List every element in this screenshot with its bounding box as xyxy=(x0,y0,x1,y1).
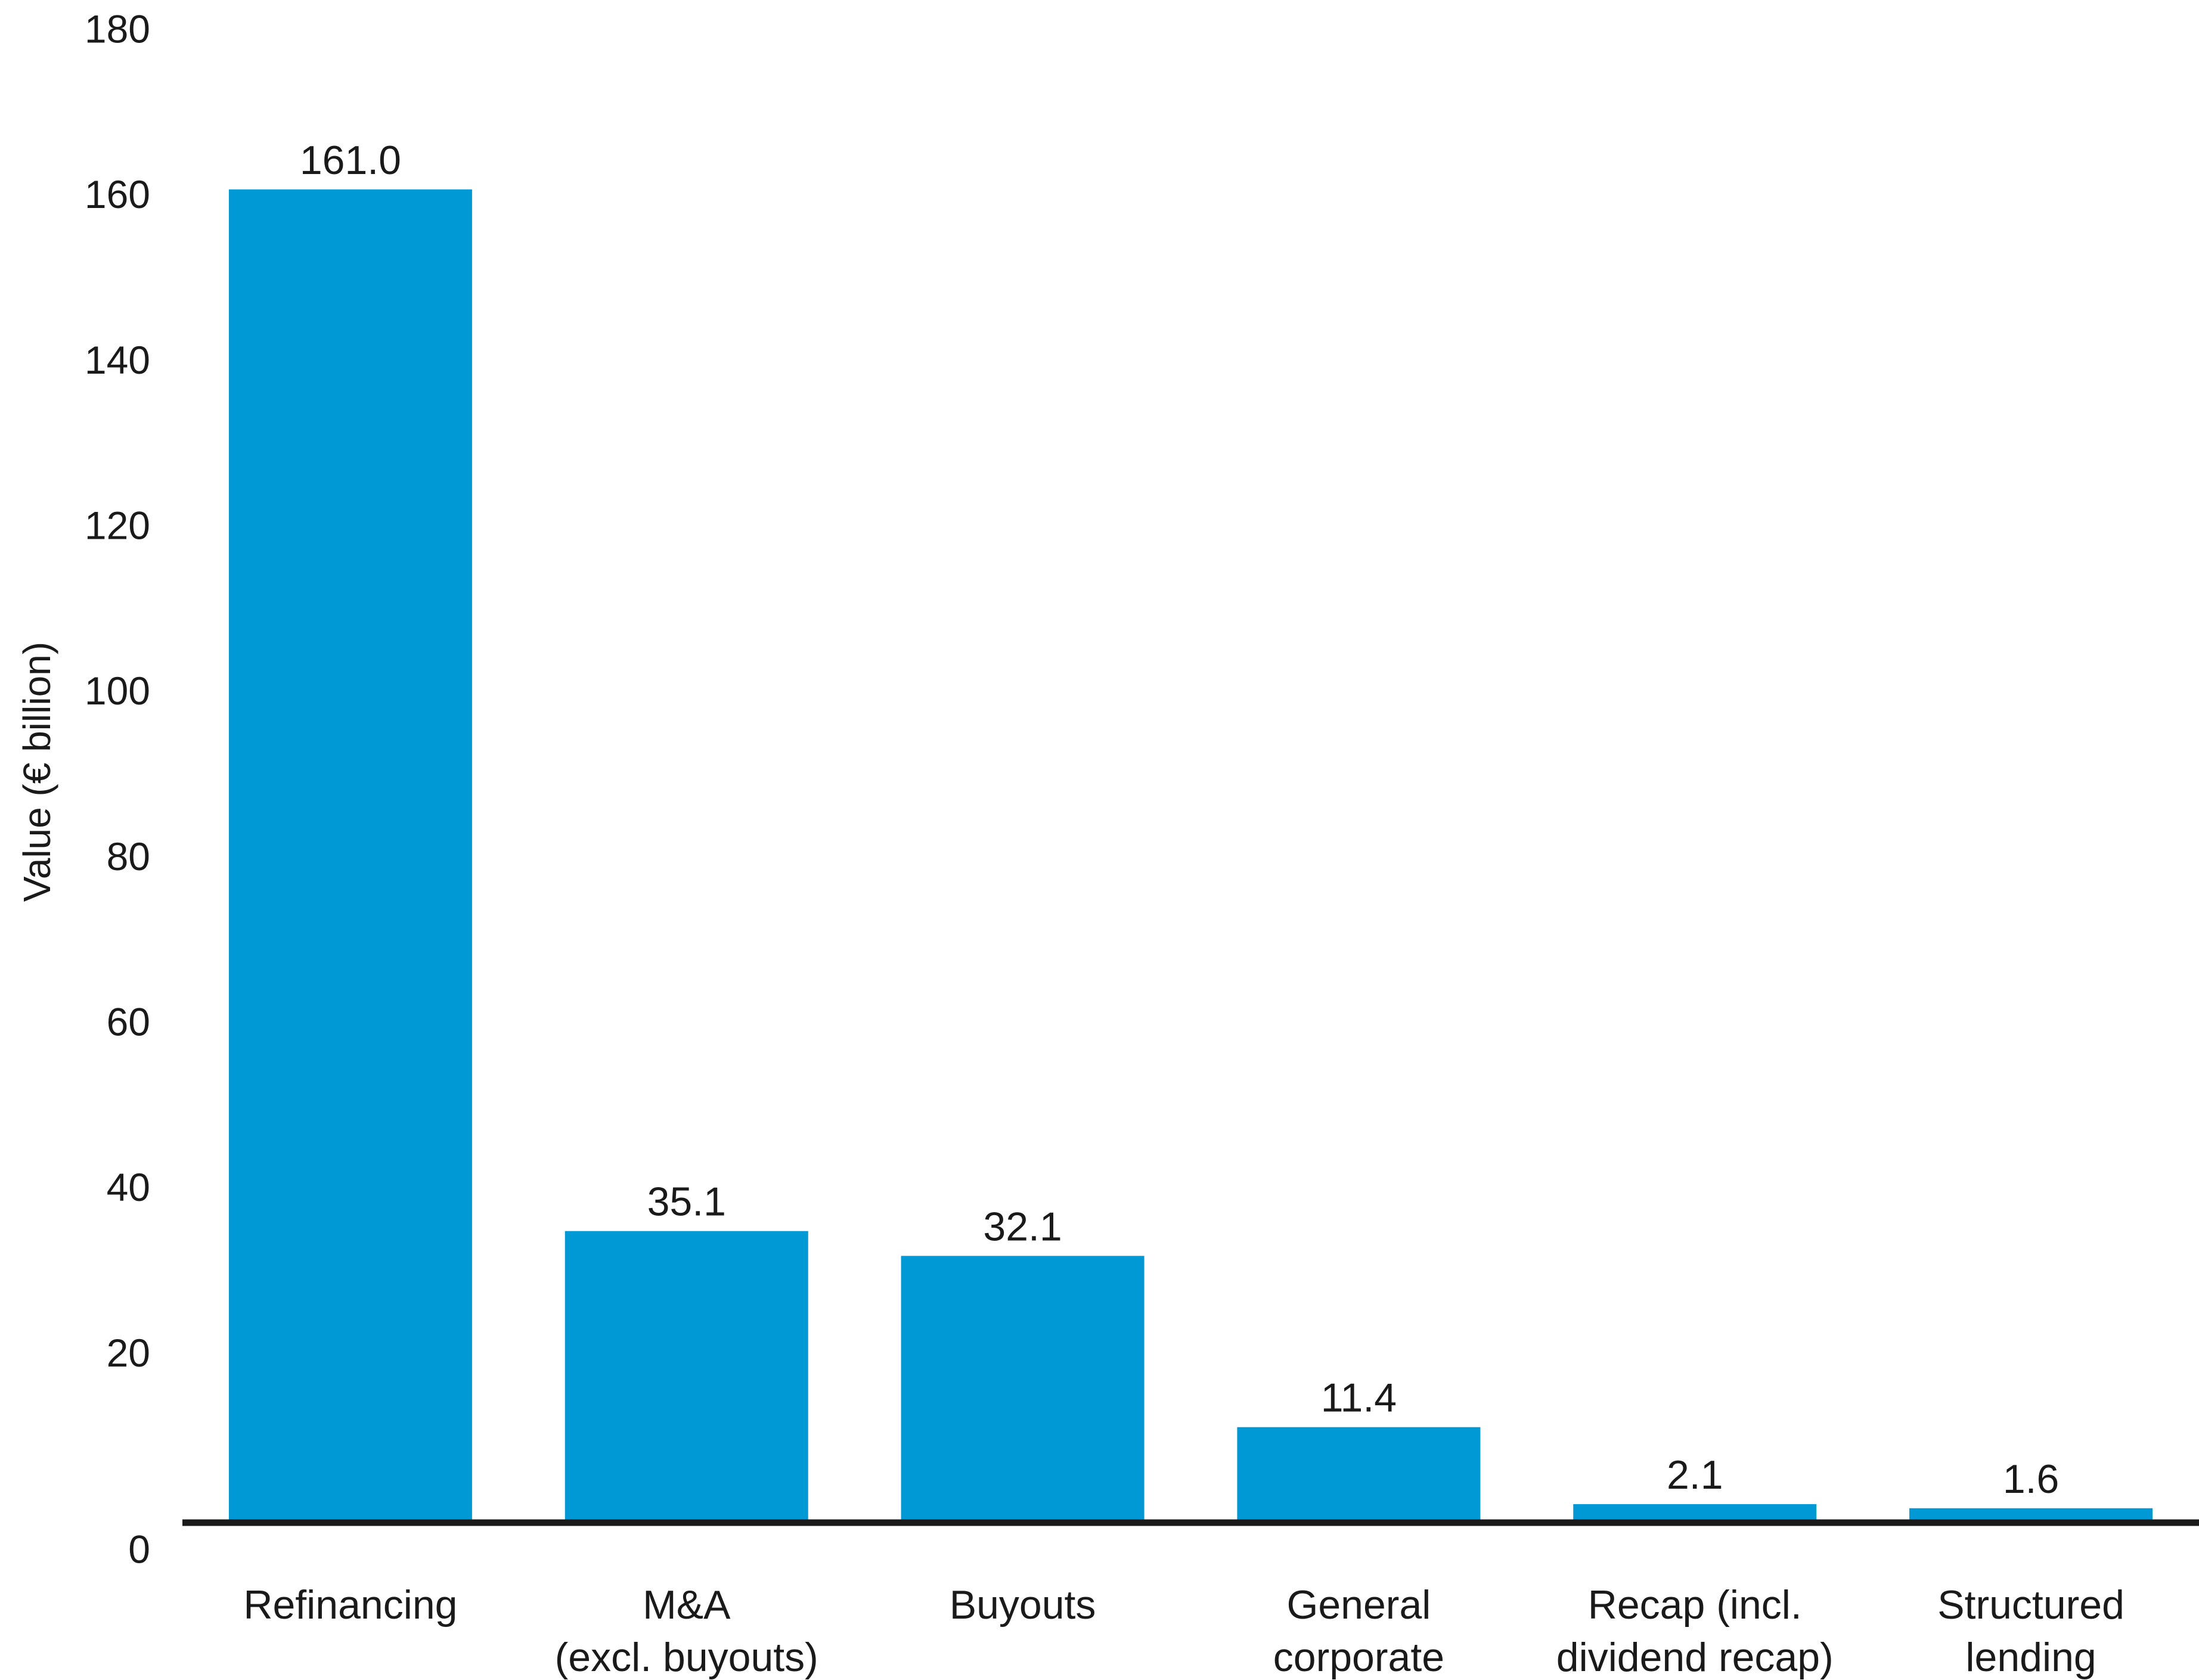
data-labels: 161.0 35.1 32.1 11.4 2.1 1.6 xyxy=(300,138,2060,1502)
category-label-line: M&A xyxy=(643,1582,731,1628)
category-label-line: Buyouts xyxy=(950,1582,1096,1628)
data-label: 32.1 xyxy=(983,1204,1062,1249)
data-label: 35.1 xyxy=(647,1179,726,1225)
bar xyxy=(1573,1504,1817,1521)
data-label: 2.1 xyxy=(1667,1452,1723,1498)
y-tick-label: 180 xyxy=(85,7,150,51)
category-label-line: lending xyxy=(1965,1635,2096,1680)
y-axis-ticks: 0 20 40 60 80 100 120 140 160 180 xyxy=(85,7,150,1571)
x-axis-labels: Refinancing M&A (excl. buyouts) Buyouts Gene… xyxy=(243,1582,2124,1680)
category-label-line: dividend recap) xyxy=(1556,1635,1834,1680)
category-label: Recap (incl. dividend recap) xyxy=(1556,1582,1834,1680)
bar xyxy=(901,1256,1145,1521)
data-label: 1.6 xyxy=(2003,1457,2060,1502)
category-label-line: (excl. buyouts) xyxy=(555,1635,818,1680)
data-label: 11.4 xyxy=(1321,1375,1397,1421)
category-label-line: Recap (incl. xyxy=(1588,1582,1802,1628)
y-tick-label: 20 xyxy=(107,1331,150,1375)
category-label-line: corporate xyxy=(1273,1635,1444,1680)
y-tick-label: 100 xyxy=(85,669,150,713)
bar xyxy=(228,189,472,1522)
category-label: Buyouts xyxy=(950,1582,1096,1628)
bar xyxy=(565,1231,808,1521)
data-label: 161.0 xyxy=(300,138,401,183)
bar xyxy=(1237,1427,1481,1521)
y-tick-label: 40 xyxy=(107,1165,150,1209)
category-label: M&A (excl. buyouts) xyxy=(555,1582,818,1680)
y-tick-label: 0 xyxy=(128,1527,150,1571)
y-tick-label: 160 xyxy=(85,172,150,216)
category-label-line: Refinancing xyxy=(243,1582,457,1628)
bar xyxy=(1909,1508,2153,1521)
bars xyxy=(228,189,2153,1522)
y-tick-label: 60 xyxy=(107,999,150,1044)
y-tick-label: 120 xyxy=(85,503,150,547)
category-label: General corporate xyxy=(1273,1582,1444,1680)
y-axis-title: Value (€ billion) xyxy=(15,642,58,902)
category-label: Refinancing xyxy=(243,1582,457,1628)
y-tick-label: 80 xyxy=(107,834,150,878)
category-label-line: Structured xyxy=(1937,1582,2124,1628)
category-label: Structured lending xyxy=(1937,1582,2124,1680)
category-label-line: General xyxy=(1286,1582,1431,1628)
y-tick-label: 140 xyxy=(85,338,150,382)
